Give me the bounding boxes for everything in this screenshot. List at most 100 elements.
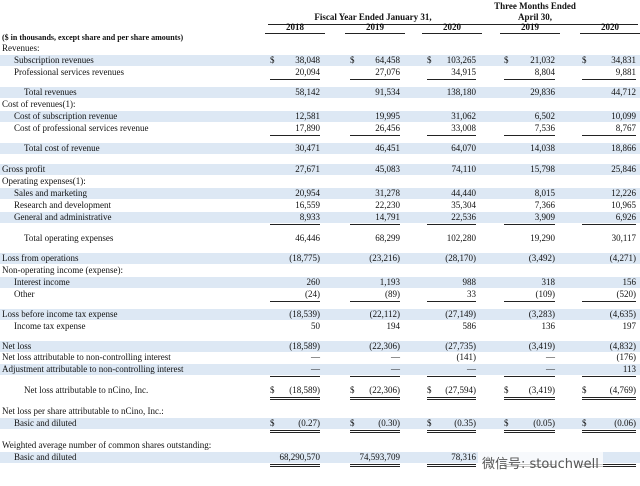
sum-rule: [270, 79, 320, 80]
currency-sign: $: [582, 55, 587, 65]
row-shade: [0, 309, 640, 320]
cell-value: (3,283): [528, 309, 555, 319]
sum-rule: [504, 135, 555, 136]
cell-value: 197: [622, 321, 637, 331]
cell-value: (24): [305, 289, 320, 299]
cell-value: 22,536: [451, 212, 476, 222]
currency-sign: $: [427, 55, 432, 65]
cell-value: (0.35): [454, 418, 476, 428]
total-rule: [504, 397, 555, 398]
currency-sign: $: [504, 385, 509, 395]
cell-value: (0.05): [533, 418, 555, 428]
cell-value: (18,539): [289, 309, 320, 319]
cell-value: 8,804: [534, 67, 555, 77]
cell-value: 8,933: [299, 212, 320, 222]
currency-sign: $: [350, 385, 355, 395]
currency-sign: $: [350, 418, 355, 428]
total-rule: [427, 432, 476, 433]
cell-value: 35,304: [451, 200, 476, 210]
cell-value: 156: [622, 277, 637, 287]
cell-value: 50: [311, 321, 320, 331]
total-rule: [427, 430, 476, 431]
cell-value: 46,451: [375, 143, 400, 153]
cell-value: 91,534: [375, 87, 400, 97]
sum-rule: [350, 224, 400, 225]
row-shade: [0, 164, 640, 175]
cell-value: 136: [541, 321, 556, 331]
cell-value: 14,791: [375, 212, 400, 222]
sum-rule: [582, 224, 636, 225]
total-rule: [582, 432, 636, 433]
cell-value: 103,265: [446, 55, 476, 65]
sum-rule: [270, 135, 320, 136]
row-label: Total cost of revenue: [24, 143, 100, 153]
cell-value: (4,271): [609, 253, 636, 263]
row-label: Net loss: [2, 341, 32, 351]
sum-rule: [270, 224, 320, 225]
cell-value: 3,909: [534, 212, 555, 222]
cell-value: 10,965: [611, 200, 636, 210]
cell-value: 6,502: [534, 111, 555, 121]
cell-value: 8,015: [534, 188, 555, 198]
sum-rule: [427, 376, 476, 377]
cell-value: 12,226: [611, 188, 636, 198]
row-label: Basic and diluted: [14, 418, 77, 428]
cell-value: 27,671: [295, 164, 320, 174]
cell-value: (23,216): [369, 253, 400, 263]
cell-value: 46,446: [295, 233, 320, 243]
row-shade: [0, 364, 640, 375]
cell-value: 34,915: [451, 67, 476, 77]
cell-value: (27,149): [445, 309, 476, 319]
cell-value: 102,280: [446, 233, 476, 243]
total-rule: [270, 466, 320, 467]
cell-value: 30,471: [295, 143, 320, 153]
fiscal-header: Fiscal Year Ended January 31,: [314, 12, 432, 22]
sum-rule: [350, 135, 400, 136]
cell-value: 58,142: [295, 87, 320, 97]
currency-sign: $: [270, 385, 275, 395]
row-shade: [0, 341, 640, 352]
currency-sign: $: [504, 418, 509, 428]
cell-value: (520): [616, 289, 637, 299]
cell-value: 14,038: [530, 143, 555, 153]
total-rule: [350, 432, 400, 433]
cell-value: (4,832): [609, 341, 636, 351]
cell-value: (28,170): [445, 253, 476, 263]
row-label: Income tax expense: [14, 321, 86, 331]
row-label: General and administrative: [14, 212, 112, 222]
row-label: Research and development: [14, 200, 111, 210]
cell-value: (4,769): [609, 385, 636, 395]
sum-rule: [582, 135, 636, 136]
cell-value: 68,299: [375, 233, 400, 243]
cell-value: 15,798: [530, 164, 555, 174]
cell-value: 78,316: [451, 452, 476, 462]
total-rule: [582, 430, 636, 431]
cell-value: 38,048: [295, 55, 320, 65]
sum-rule: [427, 301, 476, 302]
cell-value: (3,492): [528, 253, 555, 263]
cell-value: (18,589): [289, 385, 320, 395]
total-rule: [504, 399, 555, 400]
row-label: Cost of subscription revenue: [14, 111, 118, 121]
cell-value: 7,366: [534, 200, 555, 210]
sum-rule: [350, 301, 400, 302]
cell-value: (0.30): [378, 418, 400, 428]
row-label: Loss before income tax expense: [2, 309, 118, 319]
sum-rule: [582, 301, 636, 302]
row-label: Cost of revenues(1):: [2, 99, 76, 109]
watermark: 微信号: stouchwell: [478, 452, 603, 473]
year-header: 2019: [366, 22, 384, 32]
cell-value: (27,594): [445, 385, 476, 395]
cell-value: 74,593,709: [359, 452, 401, 462]
quarter-header: April 30,: [517, 12, 552, 22]
cell-value: 138,180: [446, 87, 476, 97]
cell-value: (3,419): [528, 385, 555, 395]
total-rule: [270, 397, 320, 398]
cell-value: 20,954: [295, 188, 320, 198]
year-header: 2018: [286, 22, 304, 32]
row-label: Interest income: [14, 277, 70, 287]
sum-rule: [427, 79, 476, 80]
sum-rule: [270, 301, 320, 302]
year-header: 2020: [443, 22, 461, 32]
sum-rule: [504, 376, 555, 377]
